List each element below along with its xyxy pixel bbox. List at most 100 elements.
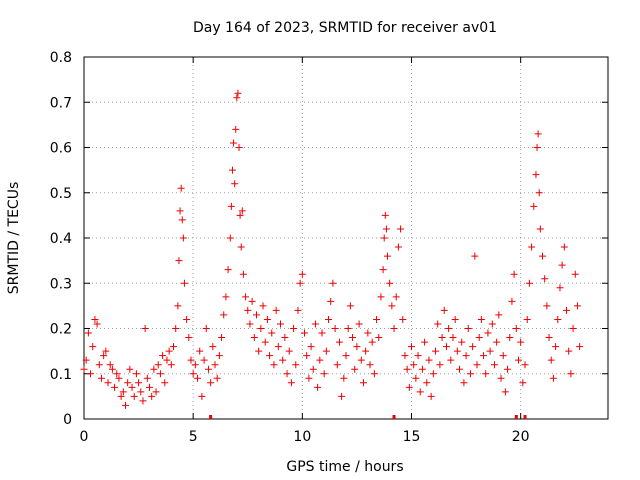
data-point [394, 243, 402, 251]
data-point [438, 334, 446, 342]
data-point [172, 325, 180, 332]
data-point [261, 338, 269, 346]
data-point [236, 211, 244, 219]
data-point [425, 356, 433, 364]
data-point [230, 139, 238, 147]
data-point [211, 361, 219, 369]
data-point [429, 370, 437, 378]
data-point [380, 234, 388, 242]
data-point [401, 352, 409, 360]
data-point [453, 347, 461, 355]
data-point [80, 365, 88, 373]
data-point [382, 225, 390, 233]
data-point [220, 311, 228, 319]
y-tick-label: 0.7 [50, 95, 72, 111]
data-point [447, 356, 455, 364]
data-point [187, 356, 195, 364]
data-point [298, 270, 306, 278]
data-point [224, 266, 232, 274]
data-point [250, 334, 258, 342]
data-point [344, 325, 352, 332]
axis-ticks: 0 0.1 0.2 0.3 0.4 0.5 0.6 0.7 0.8 0 5 10 15 20 [50, 50, 608, 445]
data-point [565, 347, 573, 355]
data-point [403, 365, 411, 373]
data-point [534, 130, 542, 138]
data-point [287, 379, 295, 387]
data-point [440, 306, 448, 314]
data-point [482, 370, 490, 378]
data-point [148, 392, 156, 400]
data-point [93, 320, 101, 328]
data-point [521, 361, 529, 369]
data-point [333, 361, 341, 369]
data-point [364, 329, 372, 337]
data-point [170, 343, 178, 351]
data-point [499, 352, 507, 360]
data-point [305, 374, 313, 382]
data-point [248, 297, 256, 305]
data-point [314, 383, 322, 391]
data-point [442, 343, 450, 351]
data-point [362, 347, 370, 355]
data-point [143, 374, 151, 382]
data-point [296, 279, 304, 287]
y-tick-label: 0.1 [50, 367, 72, 383]
data-point [331, 325, 339, 332]
y-axis-label: SRMTID / TECUs [6, 182, 22, 295]
data-point [399, 315, 407, 323]
data-point [234, 89, 242, 97]
data-point [100, 352, 108, 360]
data-point [490, 361, 498, 369]
data-point [163, 356, 171, 364]
data-point [486, 347, 494, 355]
data-point [517, 338, 525, 346]
data-point [547, 356, 555, 364]
data-point [176, 207, 184, 215]
data-point [154, 361, 162, 369]
data-point [226, 234, 234, 242]
data-point [268, 329, 276, 337]
data-point [178, 216, 186, 224]
data-point [183, 315, 191, 323]
data-point [473, 361, 481, 369]
data-point [303, 352, 311, 360]
data-point [464, 325, 472, 332]
data-point [316, 356, 324, 364]
data-point [325, 315, 333, 323]
data-point [311, 320, 319, 328]
data-point [231, 180, 239, 188]
data-point [82, 356, 90, 364]
data-point [346, 302, 354, 310]
data-point [89, 343, 97, 351]
data-point [283, 370, 291, 378]
y-tick-label: 0.2 [50, 322, 72, 338]
data-point [421, 338, 429, 346]
data-point [146, 383, 153, 391]
data-point [466, 370, 474, 378]
data-point [484, 329, 492, 337]
data-point [386, 279, 394, 287]
data-point [493, 338, 501, 346]
data-point [560, 243, 568, 251]
data-point [535, 189, 543, 197]
data-point [434, 320, 442, 328]
data-point [113, 370, 121, 378]
data-point [244, 306, 252, 314]
data-point [139, 397, 147, 405]
data-point [104, 379, 112, 387]
data-point [533, 144, 541, 151]
y-tick-label: 0.5 [50, 186, 72, 202]
data-point [436, 361, 444, 369]
data-point [480, 352, 488, 360]
data-point [390, 325, 398, 332]
data-point [545, 334, 553, 342]
data-point [179, 234, 187, 242]
data-point [462, 352, 470, 360]
data-point [370, 370, 378, 378]
y-tick-label: 0 [63, 412, 72, 428]
data-point [508, 297, 516, 305]
data-point [87, 370, 95, 378]
data-point [504, 365, 512, 373]
data-point [128, 383, 136, 391]
